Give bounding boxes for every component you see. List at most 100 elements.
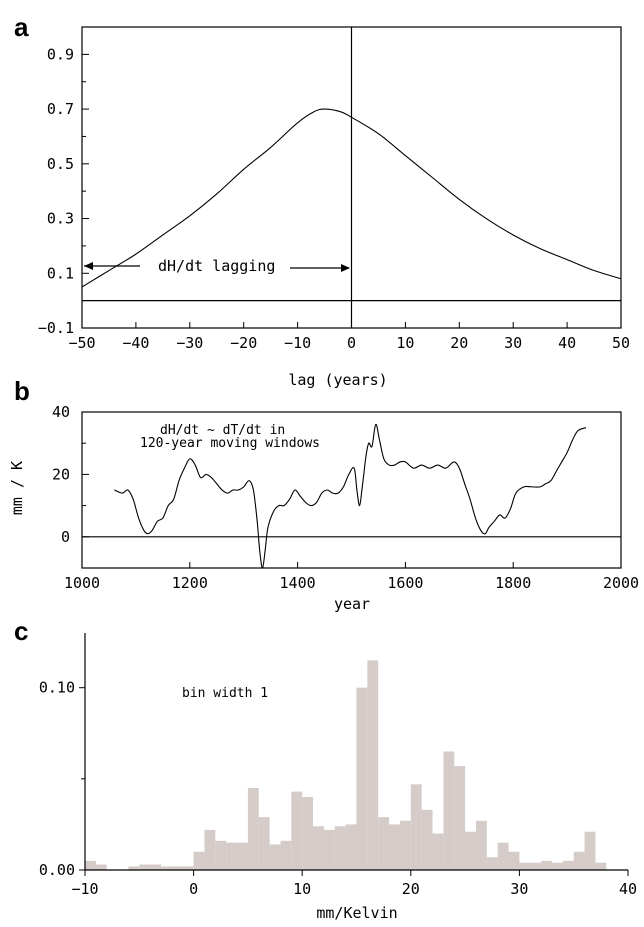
histogram-bar (443, 751, 455, 870)
panel-c: c −10 0 10 20 30 40 0.00 0.10 bin width 1 mm/Ke… (14, 616, 637, 922)
histogram-bar (323, 829, 335, 870)
panel-b-y-tick-label: 40 (52, 403, 70, 421)
histogram-bar (334, 826, 346, 870)
panel-a-y-tick-label: 0.1 (47, 264, 74, 282)
panel-a-x-tick-label: 0 (347, 334, 356, 352)
histogram-bar (356, 687, 368, 870)
panel-a-x-tick-label: −20 (230, 334, 257, 352)
histogram-bar (345, 824, 357, 870)
panel-b-x-tick-label: 1600 (387, 574, 423, 592)
histogram-bar (215, 840, 227, 870)
panel-a-x-tick-label: 20 (450, 334, 468, 352)
histogram-bar (85, 860, 96, 870)
panel-b-y-axis-title: mm / K (8, 461, 26, 515)
right-arrow-head (341, 264, 350, 272)
histogram-bar (551, 862, 563, 870)
histogram-bar (454, 766, 466, 870)
histogram-bar (204, 829, 216, 870)
histogram-bar (150, 864, 162, 870)
panel-c-x-tick-label: 30 (510, 880, 528, 898)
panel-b-annotation-line-1: dH/dt ~ dT/dt in (160, 423, 285, 438)
panel-c-ticks: −10 0 10 20 30 40 0.00 0.10 (39, 679, 637, 898)
panel-a-x-tick-label: 50 (612, 334, 630, 352)
panel-b-ticks: 1000 1200 1400 1600 1800 2000 0 20 40 (52, 403, 639, 592)
histogram-bar (378, 817, 390, 870)
panel-a-x-tick-label: −40 (122, 334, 149, 352)
histogram-bar (291, 791, 303, 870)
panel-a-annotation: dH/dt lagging (84, 257, 350, 275)
histogram-bar (399, 820, 411, 870)
panel-a-x-tick-label: −50 (68, 334, 95, 352)
histogram-bar (258, 817, 270, 870)
panel-a-y-tick-label: 0.5 (47, 155, 74, 173)
histogram-bar (269, 844, 281, 870)
histogram-bar (280, 840, 292, 870)
panel-c-x-axis-title: mm/Kelvin (316, 904, 397, 922)
histogram-bar (182, 866, 194, 870)
panel-a-reference-lines (82, 27, 621, 328)
panel-c-y-tick-label: 0.00 (39, 861, 75, 879)
panel-a-y-tick-label: 0.7 (47, 100, 74, 118)
histogram-bar (541, 860, 552, 870)
histogram-bar (171, 866, 183, 870)
panel-b-x-tick-label: 1800 (495, 574, 531, 592)
panel-c-x-tick-label: 0 (189, 880, 198, 898)
panel-b-y-tick-label: 0 (61, 528, 70, 546)
left-arrow-head (84, 262, 93, 270)
histogram-bar (595, 862, 607, 870)
histogram-bar (367, 660, 379, 870)
panel-b-x-tick-label: 1200 (172, 574, 208, 592)
panel-b-y-tick-label: 20 (52, 465, 70, 483)
panel-b-x-tick-label: 1000 (64, 574, 100, 592)
histogram-bar (237, 842, 248, 870)
histogram-bar (584, 831, 596, 870)
panel-b-x-axis-title: year (334, 595, 370, 613)
histogram-bar (389, 824, 400, 870)
histogram-bar (508, 851, 520, 870)
histogram-bar (95, 864, 107, 870)
histogram-bar (497, 842, 509, 870)
histogram-bar (465, 831, 476, 870)
panel-a-x-tick-label: 10 (396, 334, 414, 352)
histogram-bar (193, 851, 205, 870)
histogram-bar (573, 851, 585, 870)
histogram-bar (475, 820, 487, 870)
histogram-bar (530, 862, 542, 870)
panel-b-series-line (114, 423, 587, 569)
panel-a-y-tick-label: 0.9 (47, 45, 74, 63)
panel-c-x-tick-label: −10 (71, 880, 98, 898)
panel-c-x-tick-label: 40 (619, 880, 637, 898)
histogram-bar (226, 842, 238, 870)
panel-b-annotation-line-2: 120-year moving windows (140, 436, 320, 451)
panel-b-x-tick-label: 2000 (603, 574, 639, 592)
panel-a-x-tick-label: −30 (176, 334, 203, 352)
histogram-bar (421, 809, 433, 870)
histogram-bar (139, 864, 151, 870)
panel-a-x-axis-title: lag (years) (288, 371, 387, 389)
histogram-bar (519, 862, 531, 870)
panel-b: b 1000 1200 1400 1600 1800 2000 0 20 40 dH/dt ~ … (8, 376, 639, 613)
histogram-bar (410, 784, 422, 870)
panel-b-frame (81, 411, 622, 569)
histogram-bar (302, 797, 314, 870)
panel-c-x-tick-label: 20 (402, 880, 420, 898)
panel-b-x-tick-label: 1400 (280, 574, 316, 592)
panel-a-x-tick-label: −10 (284, 334, 311, 352)
histogram-bar (161, 866, 172, 870)
panel-a-y-tick-label: −0.1 (38, 319, 74, 337)
panel-a: a −50 −40 −30 −20 −10 0 10 20 30 40 50 −0.1 0.1 0.3 0.… (14, 12, 630, 389)
panel-a-x-tick-label: 30 (504, 334, 522, 352)
lagging-label: dH/dt lagging (158, 257, 275, 275)
panel-a-x-tick-label: 40 (558, 334, 576, 352)
histogram-bar (432, 833, 444, 870)
panel-b-letter: b (14, 376, 30, 406)
panel-c-x-tick-label: 10 (293, 880, 311, 898)
histogram-bar (128, 866, 140, 870)
panel-c-annotation: bin width 1 (182, 686, 268, 701)
histogram-bar (486, 857, 498, 870)
panel-a-correlation-curve (81, 108, 622, 288)
panel-c-letter: c (14, 616, 28, 646)
panel-c-histogram-bars (85, 660, 607, 870)
panel-a-ticks: −50 −40 −30 −20 −10 0 10 20 30 40 50 −0.1 0.1 0.3 0.5 0… (38, 26, 630, 352)
